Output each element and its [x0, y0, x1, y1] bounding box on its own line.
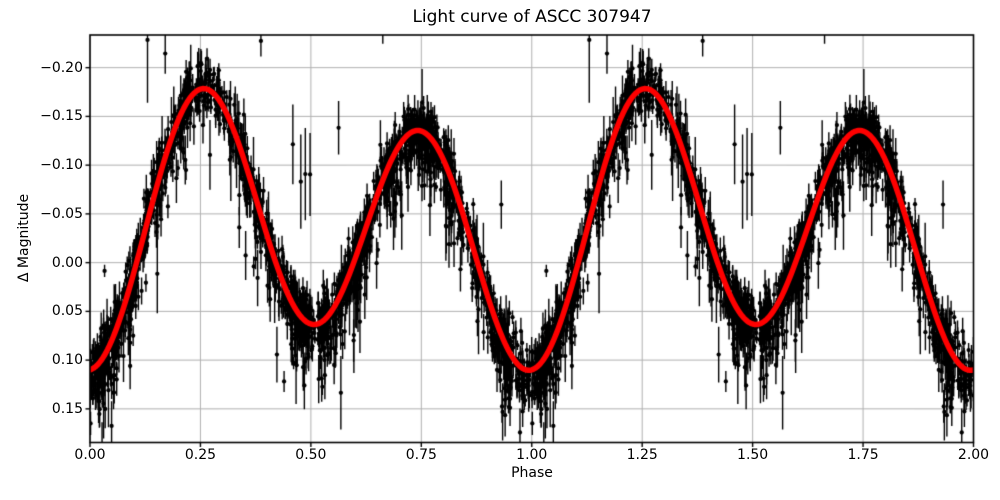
x-tick-label: 0.50: [295, 447, 327, 463]
x-tick-label: 1.25: [626, 447, 658, 463]
x-tick-label: 2.00: [957, 447, 990, 463]
y-tick-label: 0.00: [51, 254, 83, 271]
y-tick-label: −0.05: [40, 205, 83, 222]
y-tick-label: 0.10: [51, 352, 83, 369]
y-tick-label: 0.05: [51, 303, 83, 320]
chart-title: Light curve of ASCC 307947: [412, 7, 652, 27]
y-tick-label: −0.15: [40, 108, 83, 125]
x-axis-label: Phase: [511, 465, 553, 481]
x-tick-label: 1.00: [516, 447, 548, 463]
y-tick-label: 0.15: [51, 400, 83, 417]
y-tick-label: −0.10: [40, 157, 83, 174]
x-tick-label: 1.50: [737, 447, 769, 463]
x-tick-label: 0.00: [74, 447, 106, 463]
y-tick-label: −0.20: [40, 59, 83, 76]
x-tick-label: 0.25: [184, 447, 217, 463]
x-tick-label: 1.75: [847, 447, 879, 463]
x-tick-label: 0.75: [405, 447, 437, 463]
